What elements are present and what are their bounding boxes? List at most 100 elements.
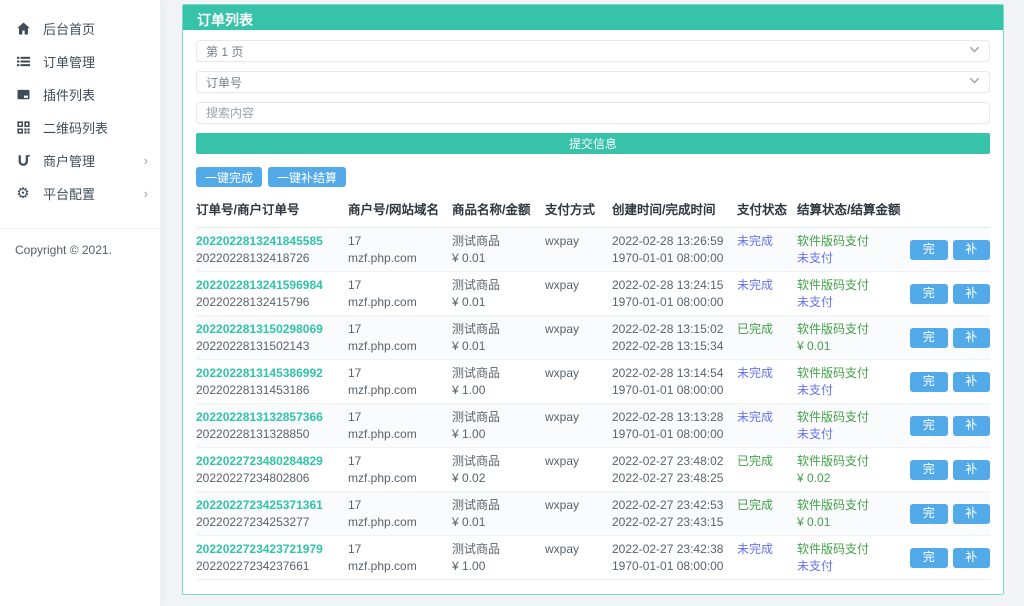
merchant-domain: mzf.php.com — [348, 383, 417, 397]
sidebar-item-label: 商户管理 — [43, 154, 96, 169]
merchant-id: 17 — [348, 366, 362, 380]
merchant-id: 17 — [348, 498, 362, 512]
merchant-id: 17 — [348, 234, 362, 248]
bulk-settle-button[interactable]: 一键补结算 — [268, 167, 347, 187]
row-complete-button[interactable]: 完成 — [910, 460, 948, 493]
chevron-down-icon — [969, 44, 980, 58]
finished-time: 2022-02-27 23:43:15 — [612, 515, 724, 529]
page-select[interactable]: 第 1 页 — [196, 40, 990, 62]
product-amount: ¥ 1.00 — [452, 559, 486, 573]
table-row: 2022022723425371361 20220227234253277 17… — [196, 492, 990, 537]
sidebar-item-label: 二维码列表 — [43, 121, 109, 136]
settlement-value: ¥ 0.01 — [797, 515, 831, 529]
settlement-type: 软件版码支付 — [797, 410, 870, 424]
row-complete-button[interactable]: 完成 — [910, 416, 948, 449]
merchant-icon — [15, 153, 31, 169]
sidebar-item-qrcodes[interactable]: 二维码列表 — [0, 111, 160, 144]
row-complete-button[interactable]: 完成 — [910, 548, 948, 581]
merchant-domain: mzf.php.com — [348, 339, 417, 353]
merchant-order-number: 20220227234802806 — [196, 471, 310, 485]
settlement-type: 软件版码支付 — [797, 278, 870, 292]
pay-status: 未完成 — [737, 542, 774, 556]
merchant-id: 17 — [348, 410, 362, 424]
product-name: 测试商品 — [452, 278, 501, 292]
sidebar-item-orders[interactable]: 订单管理 — [0, 45, 160, 78]
sidebar-item-label: 订单管理 — [43, 55, 96, 70]
merchant-order-number: 20220227234237661 — [196, 559, 310, 573]
merchant-id: 17 — [348, 454, 362, 468]
submit-button[interactable]: 提交信息 — [196, 133, 990, 154]
order-number-link[interactable]: 2022022813132857366 — [196, 410, 323, 424]
copyright-text: Copyright © 2021. — [15, 243, 112, 257]
row-supplement-button[interactable]: 补单 — [952, 284, 990, 317]
pay-method: wxpay — [545, 366, 580, 380]
row-complete-button[interactable]: 完成 — [910, 284, 948, 317]
merchant-order-number: 20220228131453186 — [196, 383, 310, 397]
product-name: 测试商品 — [452, 366, 501, 380]
main-content: 订单列表 第 1 页 订单号 提交信息 一键完成 一键补结算 — [182, 0, 1024, 595]
order-number-link[interactable]: 2022022723423721979 — [196, 542, 323, 556]
settlement-type: 软件版码支付 — [797, 498, 870, 512]
created-time: 2022-02-27 23:42:53 — [612, 498, 724, 512]
col-header-pay-status: 支付状态 — [737, 203, 788, 217]
order-number-link[interactable]: 2022022813241596984 — [196, 278, 323, 292]
row-supplement-button[interactable]: 补单 — [952, 548, 990, 581]
finished-time: 1970-01-01 08:00:00 — [612, 383, 724, 397]
order-number-link[interactable]: 2022022723425371361 — [196, 498, 323, 512]
row-complete-button[interactable]: 完成 — [910, 328, 948, 361]
row-supplement-button[interactable]: 补单 — [952, 240, 990, 273]
row-complete-button[interactable]: 完成 — [910, 372, 948, 405]
row-complete-button[interactable]: 完成 — [910, 504, 948, 537]
pay-status: 未完成 — [737, 278, 774, 292]
finished-time: 2022-02-28 13:15:34 — [612, 339, 724, 353]
sidebar-item-label: 插件列表 — [43, 88, 96, 103]
product-amount: ¥ 1.00 — [452, 383, 486, 397]
finished-time: 2022-02-27 23:48:25 — [612, 471, 724, 485]
row-supplement-button[interactable]: 补单 — [952, 460, 990, 493]
product-name: 测试商品 — [452, 542, 501, 556]
sidebar-item-merchants[interactable]: 商户管理 › — [0, 144, 160, 177]
order-number-link[interactable]: 2022022813150298069 — [196, 322, 323, 336]
bulk-complete-button[interactable]: 一键完成 — [196, 167, 263, 187]
pay-status: 已完成 — [737, 454, 774, 468]
pay-method: wxpay — [545, 542, 580, 556]
sidebar-item-platform-config[interactable]: ⚙ 平台配置 › — [0, 177, 160, 210]
search-input[interactable] — [206, 106, 980, 120]
merchant-id: 17 — [348, 278, 362, 292]
row-supplement-button[interactable]: 补单 — [952, 504, 990, 537]
page-title: 订单列表 — [183, 5, 1003, 30]
pay-status: 已完成 — [737, 322, 774, 336]
product-name: 测试商品 — [452, 454, 501, 468]
table-body: 2022022813241845585 20220228132418726 17… — [196, 228, 990, 581]
order-number-link[interactable]: 2022022723480284829 — [196, 454, 323, 468]
list-icon — [15, 54, 31, 70]
col-header-order-no: 订单号/商户订单号 — [196, 203, 300, 217]
table-row: 2022022813132857366 20220228131328850 17… — [196, 404, 990, 449]
merchant-domain: mzf.php.com — [348, 251, 417, 265]
settlement-value: ¥ 0.01 — [797, 339, 831, 353]
settlement-value: 未支付 — [797, 383, 834, 397]
pay-method: wxpay — [545, 234, 580, 248]
gear-icon: ⚙ — [16, 185, 30, 202]
pay-status: 未完成 — [737, 234, 774, 248]
created-time: 2022-02-28 13:24:15 — [612, 278, 724, 292]
page-select-value: 第 1 页 — [206, 44, 244, 59]
chevron-down-icon — [969, 75, 980, 89]
plugin-icon — [15, 87, 31, 103]
order-number-link[interactable]: 2022022813145386992 — [196, 366, 323, 380]
table-row: 2022022723423721979 20220227234237661 17… — [196, 536, 990, 581]
sidebar-item-home[interactable]: 后台首页 — [0, 12, 160, 45]
row-complete-button[interactable]: 完成 — [910, 240, 948, 273]
settlement-value: 未支付 — [797, 295, 834, 309]
row-supplement-button[interactable]: 补单 — [952, 328, 990, 361]
order-field-select[interactable]: 订单号 — [196, 71, 990, 93]
order-number-link[interactable]: 2022022813241845585 — [196, 234, 323, 248]
merchant-domain: mzf.php.com — [348, 295, 417, 309]
col-header-product: 商品名称/金额 — [452, 203, 531, 217]
finished-time: 1970-01-01 08:00:00 — [612, 251, 724, 265]
pay-method: wxpay — [545, 410, 580, 424]
merchant-order-number: 20220228132415796 — [196, 295, 310, 309]
row-supplement-button[interactable]: 补单 — [952, 416, 990, 449]
sidebar-item-plugins[interactable]: 插件列表 — [0, 78, 160, 111]
row-supplement-button[interactable]: 补单 — [952, 372, 990, 405]
